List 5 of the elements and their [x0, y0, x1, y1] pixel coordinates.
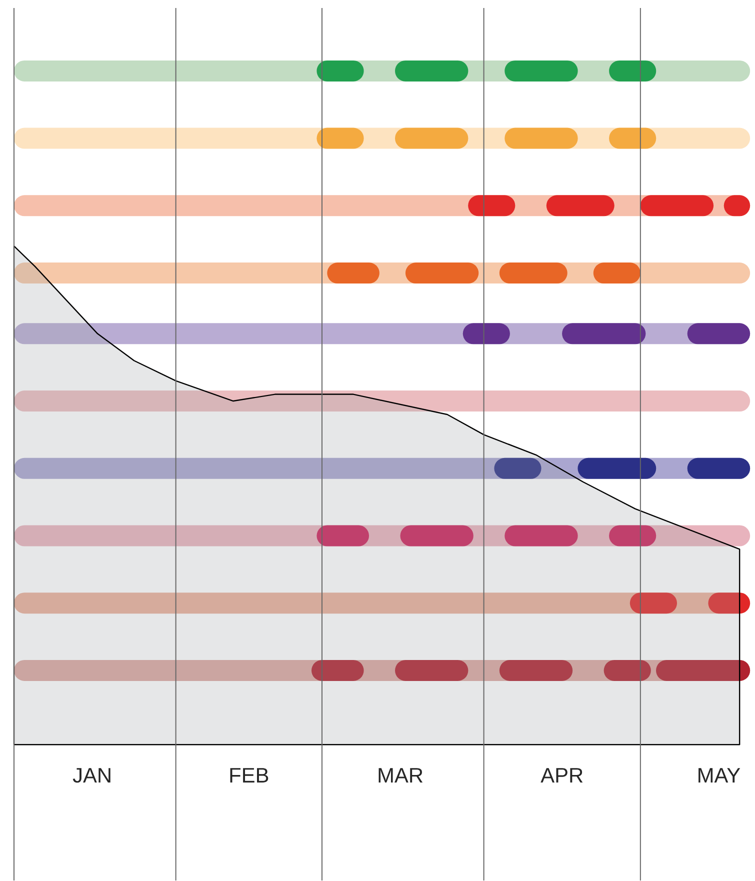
x-tick-label: FEB — [230, 768, 268, 782]
x-tick-label: APR — [540, 768, 583, 782]
x-tick-label: JAN — [73, 768, 111, 783]
x-tick-label: MAY — [698, 768, 740, 782]
x-tick-label: MAR — [378, 768, 423, 782]
